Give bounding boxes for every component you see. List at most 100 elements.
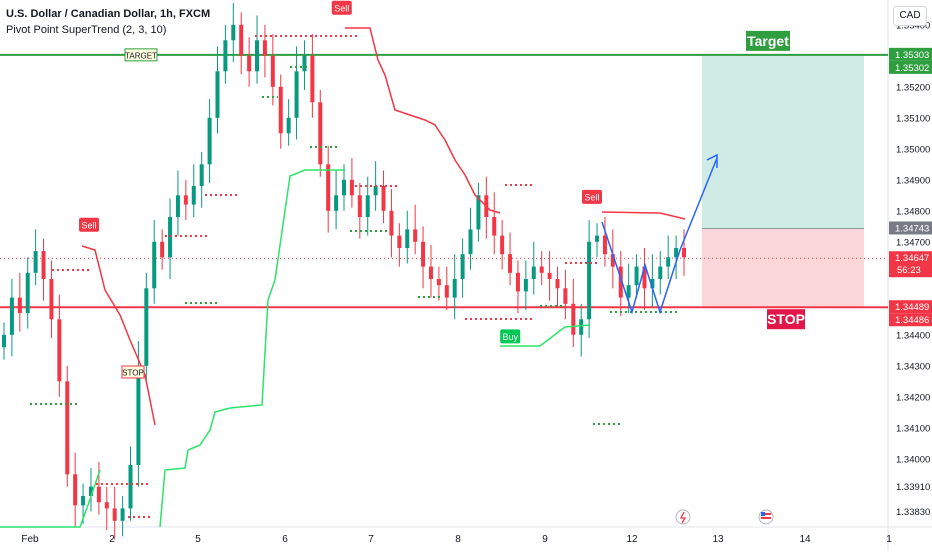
price-axis-label: [889, 313, 932, 327]
candle: [365, 195, 370, 217]
indicator-label: Pivot Point SuperTrend (2, 3, 10): [6, 24, 167, 36]
candle: [444, 285, 449, 298]
x-tick-label: 8: [455, 534, 461, 545]
sell-signal-text: Sell: [584, 192, 599, 202]
supertrend-up-line: [159, 169, 345, 528]
candle: [595, 235, 600, 242]
candle: [25, 272, 30, 314]
candle: [602, 235, 607, 255]
y-tick-label: 1.34000: [896, 454, 930, 465]
candle: [223, 40, 228, 72]
candle: [41, 251, 46, 279]
candle: [318, 102, 323, 165]
y-tick-label: 1.34700: [896, 237, 930, 248]
flag-stripe: [761, 517, 771, 519]
candle: [405, 229, 410, 248]
y-tick-label: 1.33910: [896, 482, 930, 493]
y-tick-label: 1.34900: [896, 175, 930, 186]
candle: [634, 266, 639, 286]
candle: [563, 288, 568, 304]
candle: [531, 266, 536, 279]
candle: [571, 303, 576, 335]
candle: [539, 266, 544, 273]
stop-tag-text: STOP: [122, 369, 144, 378]
candle: [207, 117, 212, 165]
x-tick-label: 13: [712, 534, 724, 545]
candle: [413, 229, 418, 242]
profit-zone: [702, 54, 864, 229]
y-tick-label: 1.34300: [896, 361, 930, 372]
candle: [9, 297, 14, 335]
x-tick-label: 7: [368, 534, 374, 545]
y-tick-label: 1.33830: [896, 507, 930, 518]
y-tick-label: 1.34100: [896, 423, 930, 434]
loss-zone: [702, 228, 864, 308]
y-tick-label: 1.35200: [896, 82, 930, 93]
candle: [104, 502, 109, 509]
currency-button[interactable]: CAD: [893, 6, 927, 26]
candle: [136, 365, 141, 465]
candle: [175, 195, 180, 217]
price-axis-label-text: 1.34647: [895, 253, 929, 264]
countdown-label-text: 56:23: [897, 265, 921, 276]
x-tick-label: 14: [799, 534, 811, 545]
stop-badge-text: STOP: [767, 311, 805, 327]
supertrend-down-line: [345, 27, 501, 214]
candle: [357, 195, 362, 217]
target-tag-text: TARGET: [125, 51, 157, 60]
sell-signal-label: [79, 217, 100, 232]
candle: [587, 241, 592, 320]
candle: [436, 279, 441, 286]
y-tick-label: 1.35000: [896, 144, 930, 155]
candle: [183, 195, 188, 205]
candle: [33, 251, 38, 273]
flag-canton: [761, 512, 765, 516]
candle: [57, 319, 62, 382]
buy-signal-label: [500, 329, 521, 344]
lightning-glyph: [679, 511, 687, 524]
candle: [515, 272, 520, 292]
candle: [334, 195, 339, 211]
target-badge-text: Target: [747, 33, 789, 49]
candle: [468, 229, 473, 255]
supertrend-down-line: [81, 245, 156, 426]
candle: [397, 235, 402, 248]
flag-stripe: [761, 513, 771, 515]
price-axis-label-text: 1.34743: [895, 223, 929, 234]
chart-legend: U.S. Dollar / Canadian Dollar, 1h, FXCM …: [6, 6, 210, 38]
candle: [294, 71, 299, 118]
candle: [81, 496, 86, 506]
lightning-icon[interactable]: [675, 509, 691, 525]
x-tick-label: 2: [109, 534, 115, 545]
projection-path[interactable]: [601, 157, 718, 315]
price-axis-label-text: 1.34486: [895, 315, 929, 326]
candle: [255, 40, 260, 72]
candle: [152, 241, 157, 289]
candle: [215, 71, 220, 118]
candle: [247, 55, 252, 72]
candle: [73, 474, 78, 506]
candle: [231, 24, 236, 41]
candle: [381, 186, 386, 211]
candle: [65, 381, 70, 475]
x-tick-label: 9: [542, 534, 548, 545]
target-tag: [124, 48, 158, 62]
sell-signal-label: [581, 189, 602, 204]
candle: [579, 319, 584, 335]
projection-arrowhead: [706, 153, 718, 168]
candle: [650, 279, 655, 289]
candle: [270, 55, 275, 87]
candle: [508, 254, 513, 273]
supertrend-down-line: [601, 211, 686, 220]
symbol-title: U.S. Dollar / Canadian Dollar, 1h, FXCM: [6, 8, 211, 20]
candle: [618, 266, 623, 298]
candle: [428, 266, 433, 279]
price-axis-label: [889, 251, 932, 278]
candle: [49, 279, 54, 320]
candle: [421, 241, 426, 267]
target-badge: [746, 30, 790, 51]
candle: [389, 210, 394, 236]
stop-badge: [767, 309, 805, 330]
